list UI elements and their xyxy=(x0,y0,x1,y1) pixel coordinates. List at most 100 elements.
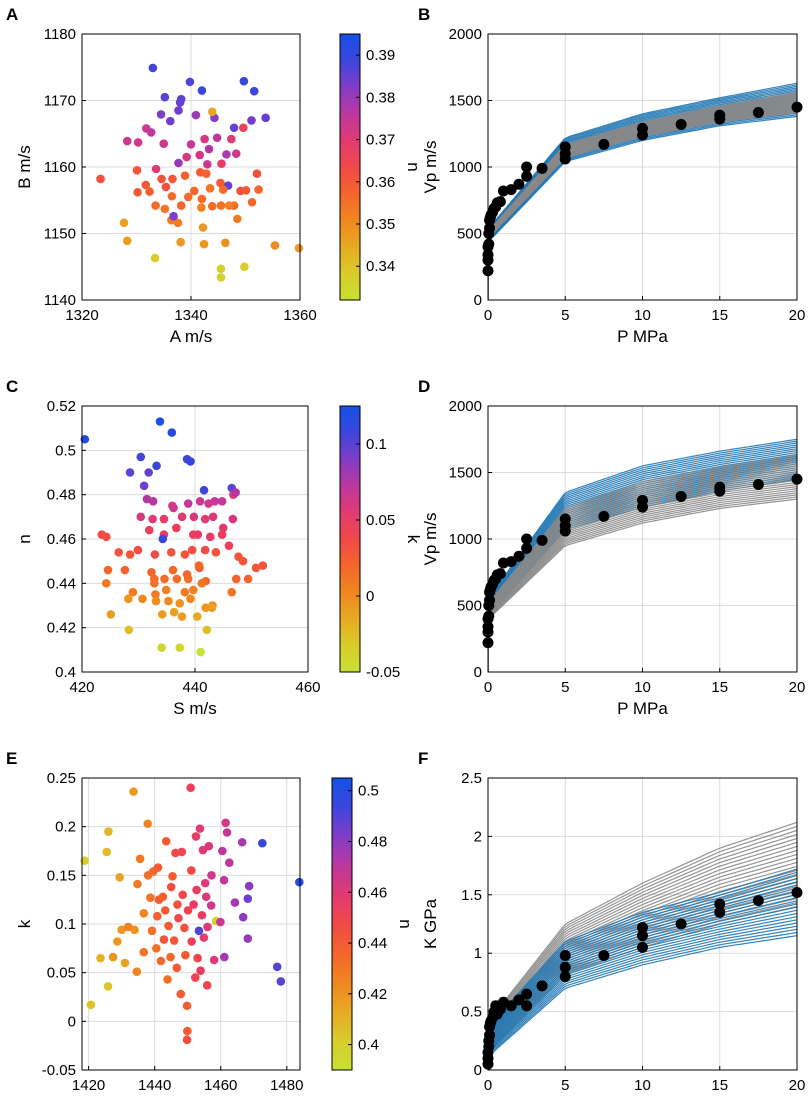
scatter-point xyxy=(193,953,202,963)
observed-points xyxy=(482,101,803,277)
colorbar-tick-label: 0.5 xyxy=(358,783,379,800)
y-tick-label: 1180 xyxy=(44,26,76,43)
x-tick-label: 1360 xyxy=(283,307,316,324)
scatter-points xyxy=(96,63,304,282)
observed-point xyxy=(521,988,533,1000)
scatter-point xyxy=(156,110,166,119)
panel-letter: D xyxy=(418,377,430,396)
x-tick-label: 5 xyxy=(561,1077,569,1094)
scatter-point xyxy=(161,585,171,595)
scatter-point xyxy=(150,253,160,263)
observed-point xyxy=(714,109,726,121)
y-tick-label: 0.4 xyxy=(55,664,76,681)
scatter-point xyxy=(176,237,185,247)
y-tick-label: 500 xyxy=(457,226,482,243)
scatter-point xyxy=(148,63,158,73)
scatter-point xyxy=(96,953,105,963)
x-tick-label: 1480 xyxy=(270,1077,303,1094)
scatter-point xyxy=(177,512,187,522)
scatter-point xyxy=(183,906,193,915)
y-tick-label: 1170 xyxy=(44,93,76,110)
scatter-point xyxy=(150,550,160,559)
x-tick-label: 5 xyxy=(561,679,569,696)
ensemble-curve xyxy=(488,912,797,1070)
scatter-point xyxy=(218,523,228,533)
colorbar-tick-label: 0.35 xyxy=(366,216,395,233)
colorbar-tick-label: 0.34 xyxy=(366,258,395,275)
scatter-point xyxy=(219,875,229,885)
scatter-point xyxy=(115,872,124,882)
ensemble-curve xyxy=(488,916,797,1070)
scatter-point xyxy=(144,525,154,535)
scatter-point xyxy=(130,925,139,935)
scatter-point xyxy=(196,647,205,657)
ensemble-curve xyxy=(488,91,797,300)
observed-point xyxy=(559,141,571,153)
ensemble-curve xyxy=(488,450,797,672)
colorbar-tick-label: 0.37 xyxy=(366,132,395,149)
panel-letter: C xyxy=(6,377,18,396)
scatter-point xyxy=(224,541,234,550)
y-axis-label: K GPa xyxy=(421,898,440,949)
colorbar-label: n xyxy=(396,919,415,928)
observed-point xyxy=(521,533,533,545)
observed-point xyxy=(714,906,726,918)
scatter-point xyxy=(180,171,190,180)
scatter-point xyxy=(157,174,166,184)
line-panel-D: 0 5 10 15 20 0 500 1000 1500 2000 P MPa Vp m/s D xyxy=(418,377,805,718)
scatter-point xyxy=(241,185,251,195)
scatter-point xyxy=(166,952,175,962)
scatter-point xyxy=(191,832,201,841)
ensemble-curve xyxy=(488,900,797,1070)
scatter-point xyxy=(125,468,135,477)
colorbar-tick-label: -0.05 xyxy=(366,664,400,681)
scatter-point xyxy=(190,973,200,982)
scatter-point xyxy=(150,579,159,588)
scatter-point xyxy=(102,847,112,857)
scatter-point xyxy=(155,417,165,426)
scatter-point xyxy=(258,838,267,848)
scatter-point xyxy=(122,136,132,146)
colorbar-tick-label: 0.38 xyxy=(366,89,395,106)
colorbar xyxy=(339,405,361,673)
y-axis-label: n xyxy=(15,534,34,543)
observed-point xyxy=(752,478,764,490)
scatter-point xyxy=(295,877,304,887)
colorbar-tick-label: 0 xyxy=(366,588,374,605)
observed-point xyxy=(521,161,533,173)
scatter-point xyxy=(243,894,253,903)
scatter-point xyxy=(141,180,151,190)
scatter-point xyxy=(101,579,111,588)
scatter-point xyxy=(156,956,166,966)
scatter-point xyxy=(148,497,158,506)
x-axis-label: A m/s xyxy=(170,327,213,346)
scatter-point xyxy=(192,612,202,621)
scatter-point xyxy=(169,936,179,945)
scatter-point xyxy=(182,1001,192,1011)
scatter-points xyxy=(80,783,304,1045)
scatter-point xyxy=(152,461,161,471)
panel-letter: F xyxy=(418,749,428,768)
ensemble-curve xyxy=(488,909,797,1070)
scatter-point xyxy=(183,499,193,508)
y-tick-label: 0.52 xyxy=(47,398,76,415)
ensemble-curve xyxy=(488,931,797,1070)
scatter-point xyxy=(117,925,126,935)
scatter-point xyxy=(225,858,234,867)
scatter-point xyxy=(129,787,138,796)
scatter-point xyxy=(189,512,199,522)
scatter-point xyxy=(172,523,181,533)
x-axis-label: S m/s xyxy=(173,699,216,718)
scatter-point xyxy=(204,841,214,851)
scatter-point xyxy=(160,574,169,584)
scatter-point xyxy=(175,643,185,652)
ensemble-curve xyxy=(488,928,797,1070)
observed-point xyxy=(637,494,648,506)
scatter-point xyxy=(132,967,142,976)
observed-point xyxy=(637,930,648,942)
scatter-point xyxy=(207,871,216,880)
scatter-point xyxy=(227,587,237,597)
scatter-point xyxy=(119,218,129,228)
x-tick-label: 0 xyxy=(484,679,492,696)
scatter-point xyxy=(152,944,161,953)
